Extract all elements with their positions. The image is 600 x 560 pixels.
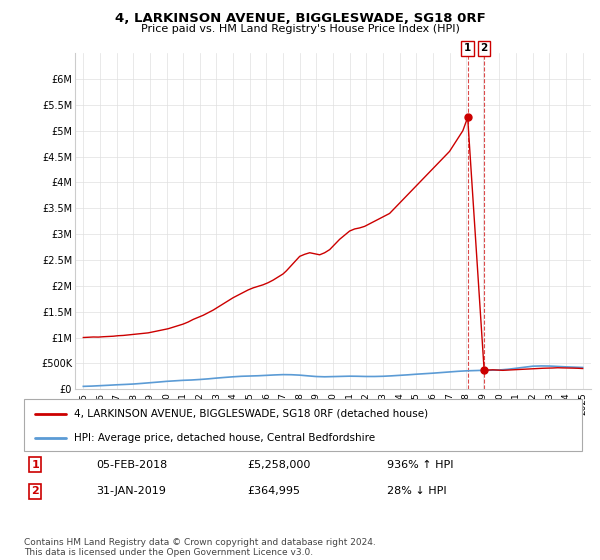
Text: 4, LARKINSON AVENUE, BIGGLESWADE, SG18 0RF (detached house): 4, LARKINSON AVENUE, BIGGLESWADE, SG18 0… [74, 409, 428, 419]
Text: 1: 1 [464, 43, 471, 53]
Text: 28% ↓ HPI: 28% ↓ HPI [387, 487, 446, 496]
Text: 1: 1 [31, 460, 39, 470]
Text: 05-FEB-2018: 05-FEB-2018 [97, 460, 168, 470]
Text: 2: 2 [481, 43, 488, 53]
Text: 31-JAN-2019: 31-JAN-2019 [97, 487, 166, 496]
Text: Price paid vs. HM Land Registry's House Price Index (HPI): Price paid vs. HM Land Registry's House … [140, 24, 460, 34]
Text: 936% ↑ HPI: 936% ↑ HPI [387, 460, 453, 470]
Text: HPI: Average price, detached house, Central Bedfordshire: HPI: Average price, detached house, Cent… [74, 433, 376, 443]
Text: 4, LARKINSON AVENUE, BIGGLESWADE, SG18 0RF: 4, LARKINSON AVENUE, BIGGLESWADE, SG18 0… [115, 12, 485, 25]
Text: £364,995: £364,995 [247, 487, 300, 496]
Text: 2: 2 [31, 487, 39, 496]
Text: Contains HM Land Registry data © Crown copyright and database right 2024.
This d: Contains HM Land Registry data © Crown c… [24, 538, 376, 557]
Text: £5,258,000: £5,258,000 [247, 460, 311, 470]
